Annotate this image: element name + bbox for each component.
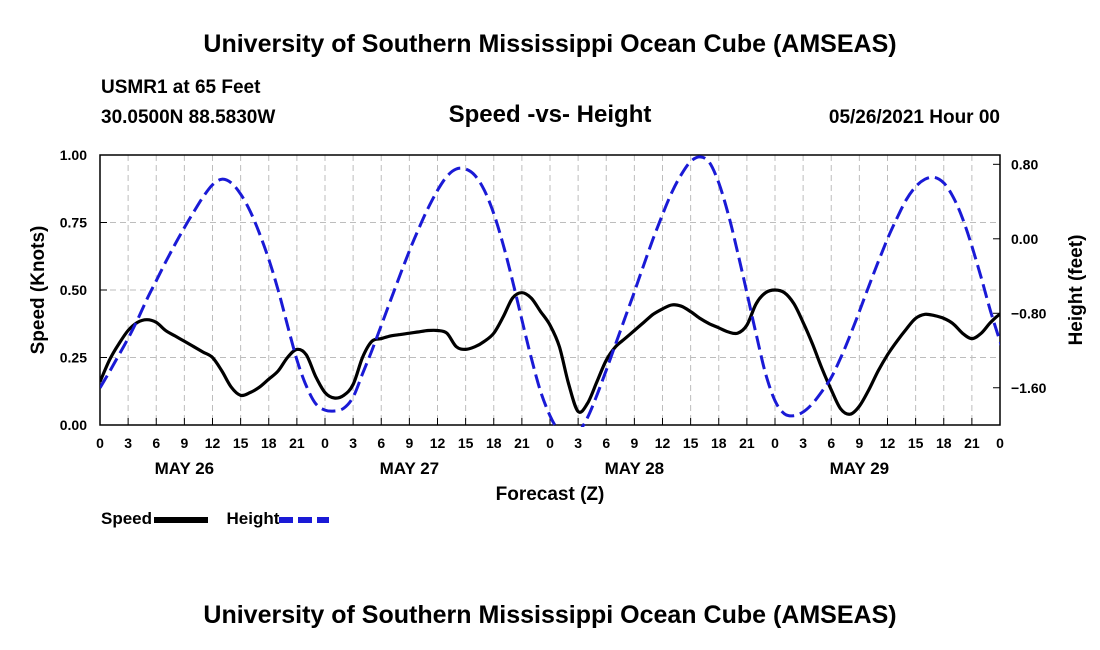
x-tick-label: 0 [96, 435, 104, 451]
x-tick-label: 18 [486, 435, 502, 451]
x-tick-label: 9 [180, 435, 188, 451]
x-tick-label: 0 [996, 435, 1004, 451]
legend-height-swatch [279, 516, 330, 523]
plot-title: Speed -vs- Height [448, 101, 652, 128]
x-tick-label: 15 [908, 435, 924, 451]
x-tick-label: 21 [964, 435, 980, 451]
speed-series-line [100, 288, 1000, 416]
x-tick-label: 6 [377, 435, 385, 451]
y-left-tick-label: 0.75 [60, 215, 87, 231]
y-left-tick-label: 0.50 [60, 282, 87, 298]
x-tick-label: 12 [655, 435, 671, 451]
y-left-tick-label: 0.25 [60, 350, 87, 366]
x-tick-label: 21 [289, 435, 305, 451]
x-tick-label: 18 [936, 435, 952, 451]
x-tick-label: 3 [574, 435, 582, 451]
x-tick-label: 3 [349, 435, 357, 451]
x-tick-label: 3 [799, 435, 807, 451]
x-tick-label: 9 [855, 435, 863, 451]
x-tick-label: 0 [771, 435, 779, 451]
datetime-label: 05/26/2021 Hour 00 [828, 107, 1000, 128]
x-tick-label: 15 [458, 435, 474, 451]
legend-speed-label: Speed [101, 509, 153, 528]
legend: Speed Height [101, 509, 330, 529]
y-right-tick-label: 0.00 [1011, 231, 1038, 247]
x-tick-label: 12 [880, 435, 896, 451]
location-label: 30.0500N 88.5830W [101, 107, 276, 128]
height-series-line [100, 155, 1000, 427]
x-tick-label: 18 [261, 435, 277, 451]
day-label: MAY 27 [380, 459, 440, 478]
x-tick-label: 6 [827, 435, 835, 451]
day-label: MAY 29 [830, 459, 890, 478]
x-tick-label: 15 [683, 435, 699, 451]
x-tick-label: 6 [602, 435, 610, 451]
x-tick-label: 0 [321, 435, 329, 451]
x-tick-label: 3 [124, 435, 132, 451]
x-tick-label: 18 [711, 435, 727, 451]
x-tick-label: 9 [405, 435, 413, 451]
legend-speed-swatch [154, 516, 209, 523]
x-tick-label: 6 [152, 435, 160, 451]
y-left-axis-title: Speed (Knots) [28, 226, 49, 355]
y-right-tick-label: −1.60 [1011, 380, 1047, 396]
y-left-tick-label: 0.00 [60, 417, 87, 433]
y-right-axis-title: Height (feet) [1066, 235, 1087, 346]
station-label: USMR1 at 65 Feet [101, 77, 261, 98]
y-right-tick-label: −0.80 [1011, 305, 1047, 321]
x-axis-title: Forecast (Z) [496, 484, 605, 505]
top-title: University of Southern Mississippi Ocean… [203, 30, 897, 58]
legend-height-label: Height [226, 509, 280, 528]
day-label: MAY 28 [605, 459, 665, 478]
y-right-tick-label: 0.80 [1011, 156, 1038, 172]
x-tick-label: 9 [630, 435, 638, 451]
bottom-title: University of Southern Mississippi Ocean… [203, 601, 897, 629]
x-tick-label: 21 [514, 435, 530, 451]
x-tick-label: 0 [546, 435, 554, 451]
x-tick-label: 15 [233, 435, 249, 451]
x-tick-label: 12 [430, 435, 446, 451]
x-tick-label: 12 [205, 435, 221, 451]
x-tick-label: 21 [739, 435, 755, 451]
y-left-tick-label: 1.00 [60, 147, 87, 163]
day-label: MAY 26 [155, 459, 215, 478]
